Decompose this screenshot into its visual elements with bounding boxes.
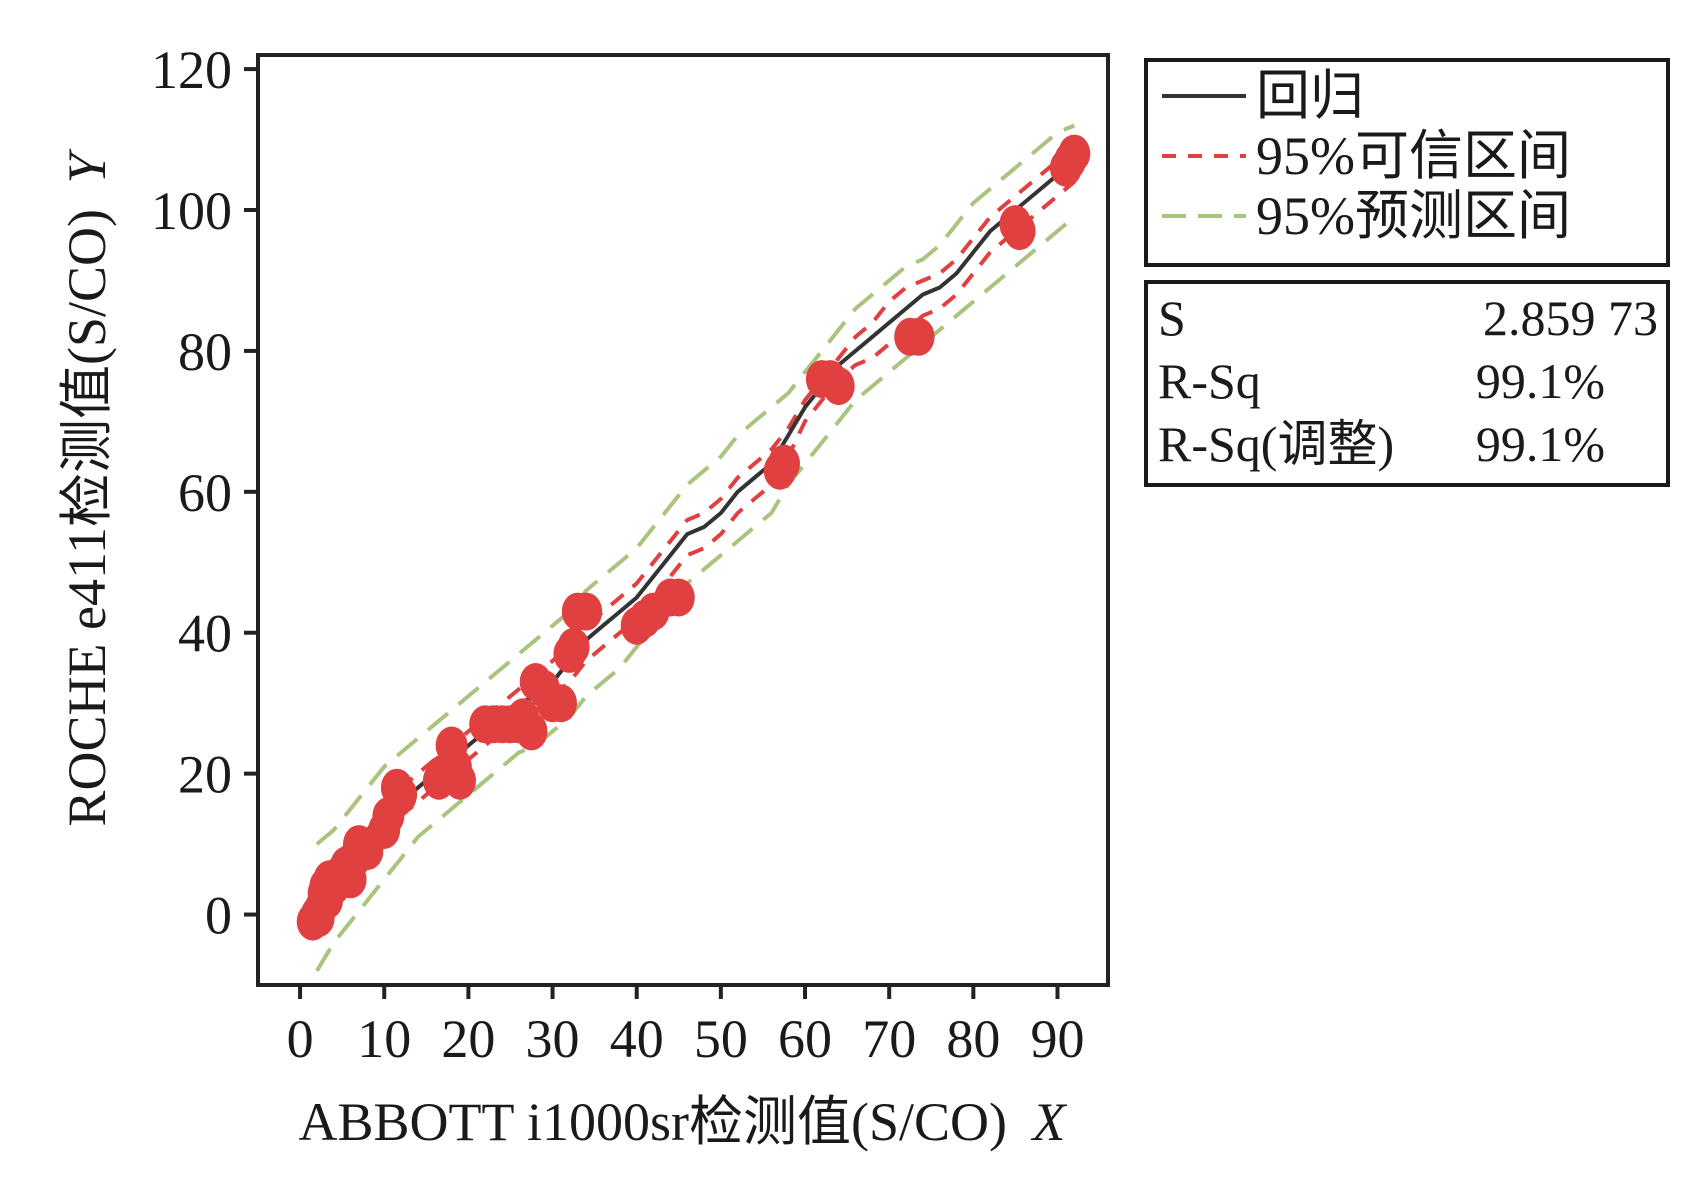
data-points-layer (296, 134, 1091, 941)
x-tick-label-40: 40 (610, 1009, 664, 1069)
prediction-lower-line (315, 215, 1076, 972)
data-point-56 (1058, 134, 1091, 173)
y-tick-label-0: 0 (205, 886, 232, 946)
y-tick-label-20: 20 (178, 745, 232, 805)
x-tick-label-0: 0 (287, 1009, 314, 1069)
interval-bands-layer (315, 123, 1076, 972)
data-point-49 (822, 367, 855, 406)
data-point-53 (1003, 212, 1036, 251)
legend-label-confidence: 95%可信区间 (1256, 126, 1571, 186)
data-point-37 (557, 627, 590, 666)
y-tick-label-40: 40 (178, 604, 232, 664)
stats-box: S 2.859 73 R-Sq 99.1% R-Sq(调整) 99.1% (1144, 280, 1670, 487)
y-axis-title-text: ROCHE e411检测值(S/CO) (57, 209, 117, 827)
data-point-39 (570, 592, 603, 631)
y-tick-label-120: 120 (151, 40, 232, 100)
x-tick-label-20: 20 (441, 1009, 495, 1069)
regression-line-layer (315, 159, 1076, 916)
x-axis-title-text: ABBOTT i1000sr检测值(S/CO) (298, 1092, 1007, 1152)
stats-label-rsq-adj: R-Sq(调整) (1158, 416, 1394, 472)
x-tick-label-80: 80 (946, 1009, 1000, 1069)
confidence-lower-line (315, 180, 1076, 930)
x-tick-label-30: 30 (526, 1009, 580, 1069)
legend-label-regression: 回归 (1256, 66, 1364, 126)
y-tick-label-80: 80 (178, 322, 232, 382)
axes-layer: 0 10 20 30 40 50 60 70 80 90 0 20 40 60 80 100 120 (151, 40, 1110, 1069)
plot-frame (256, 53, 1110, 987)
x-tick-label-70: 70 (862, 1009, 916, 1069)
legend-label-prediction: 95%预测区间 (1256, 186, 1571, 246)
stats-label-rsq: R-Sq (1158, 353, 1261, 409)
y-tick-label-60: 60 (178, 463, 232, 523)
data-point-31 (515, 712, 548, 751)
confidence-upper-line (315, 145, 1076, 902)
stats-frame (1144, 280, 1670, 487)
data-point-24 (444, 761, 476, 800)
stats-label-s: S (1158, 290, 1186, 346)
data-point-19 (385, 775, 418, 814)
data-point-46 (768, 444, 800, 483)
stats-value-rsq: 99.1% (1476, 353, 1605, 409)
regression-line (315, 159, 1076, 916)
stats-value-s: 2.859 73 (1483, 290, 1658, 346)
x-axis-variable: X (1031, 1092, 1068, 1152)
x-tick-label-90: 90 (1031, 1009, 1085, 1069)
x-tick-label-10: 10 (357, 1009, 411, 1069)
x-tick-label-50: 50 (694, 1009, 748, 1069)
y-axis-variable: Y (57, 149, 117, 184)
x-tick-label-60: 60 (778, 1009, 832, 1069)
legend: 回归 95%可信区间 95%预测区间 (1144, 58, 1670, 267)
stats-value-rsq-adj: 99.1% (1476, 416, 1605, 472)
data-point-44 (662, 578, 695, 617)
y-axis-title: ROCHE e411检测值(S/CO) Y (57, 149, 117, 827)
data-point-35 (545, 684, 577, 723)
y-tick-label-100: 100 (151, 181, 232, 241)
x-axis-title: ABBOTT i1000sr检测值(S/CO) X (298, 1092, 1067, 1152)
prediction-upper-line (315, 123, 1076, 846)
data-point-51 (902, 317, 935, 356)
